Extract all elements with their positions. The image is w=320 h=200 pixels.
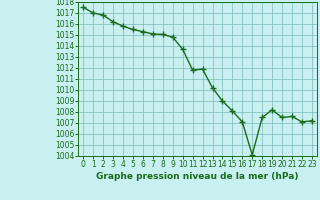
X-axis label: Graphe pression niveau de la mer (hPa): Graphe pression niveau de la mer (hPa) bbox=[96, 172, 299, 181]
